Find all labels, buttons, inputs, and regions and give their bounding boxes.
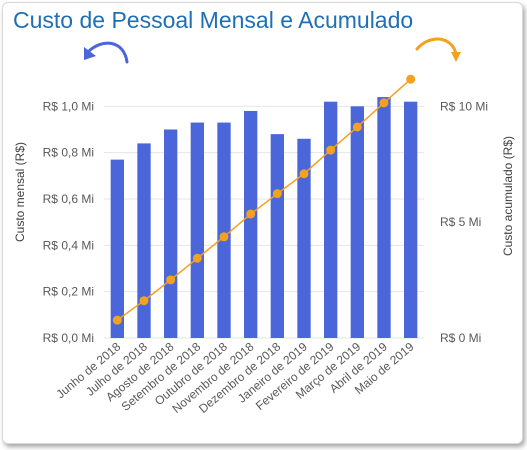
left-tick-label: R$ 0,6 Mi: [43, 192, 94, 206]
bar: [244, 110, 258, 338]
left-tick-label: R$ 1,0 Mi: [43, 99, 94, 113]
bar: [324, 101, 338, 338]
bar: [110, 159, 124, 338]
left-axis-arrow-icon: [84, 41, 129, 64]
bar: [297, 138, 311, 338]
line-series: [112, 74, 416, 325]
line-point: [406, 74, 416, 84]
right-tick-label: R$ 0 Mi: [440, 331, 481, 345]
left-axis-title: Custo mensal (R$): [13, 142, 27, 242]
bar: [190, 122, 204, 338]
line-point: [352, 122, 362, 132]
right-axis-arrow-icon: [415, 37, 461, 62]
line-point: [166, 275, 176, 285]
cumulative-line: [116, 78, 412, 321]
bar: [164, 129, 178, 338]
gridlines: [104, 105, 424, 339]
line-point: [112, 315, 122, 325]
left-tick-label: R$ 0,0 Mi: [43, 331, 94, 345]
bar: [404, 101, 418, 338]
left-tick-label: R$ 0,4 Mi: [43, 238, 94, 252]
right-axis-title: Custo acumulado (R$): [501, 136, 515, 256]
line-point: [139, 296, 149, 306]
line-point: [219, 232, 229, 242]
line-point: [326, 145, 336, 155]
bar: [137, 143, 151, 338]
bar: [377, 97, 391, 338]
bar: [270, 134, 284, 338]
line-point: [379, 98, 389, 108]
bar: [350, 106, 364, 338]
line-point: [192, 253, 202, 263]
left-axis-ticks: R$ 0,0 Mi R$ 0,2 Mi R$ 0,4 Mi R$ 0,6 Mi R$ 0…: [43, 99, 94, 345]
line-point: [299, 169, 309, 179]
chart-title: Custo de Pessoal Mensal e Acumulado: [13, 7, 414, 33]
line-point: [272, 189, 282, 199]
left-tick-label: R$ 0,8 Mi: [43, 146, 94, 160]
right-tick-label: R$ 5 Mi: [440, 215, 481, 229]
bar-series: [110, 97, 418, 338]
bar: [217, 122, 231, 338]
left-tick-label: R$ 0,2 Mi: [43, 285, 94, 299]
line-point: [246, 209, 256, 219]
chart-card: Custo de Pessoal Mensal e Acumulado: [2, 2, 523, 444]
right-tick-label: R$ 10 Mi: [440, 99, 488, 113]
right-axis-ticks: R$ 0 Mi R$ 5 Mi R$ 10 Mi: [440, 99, 488, 345]
